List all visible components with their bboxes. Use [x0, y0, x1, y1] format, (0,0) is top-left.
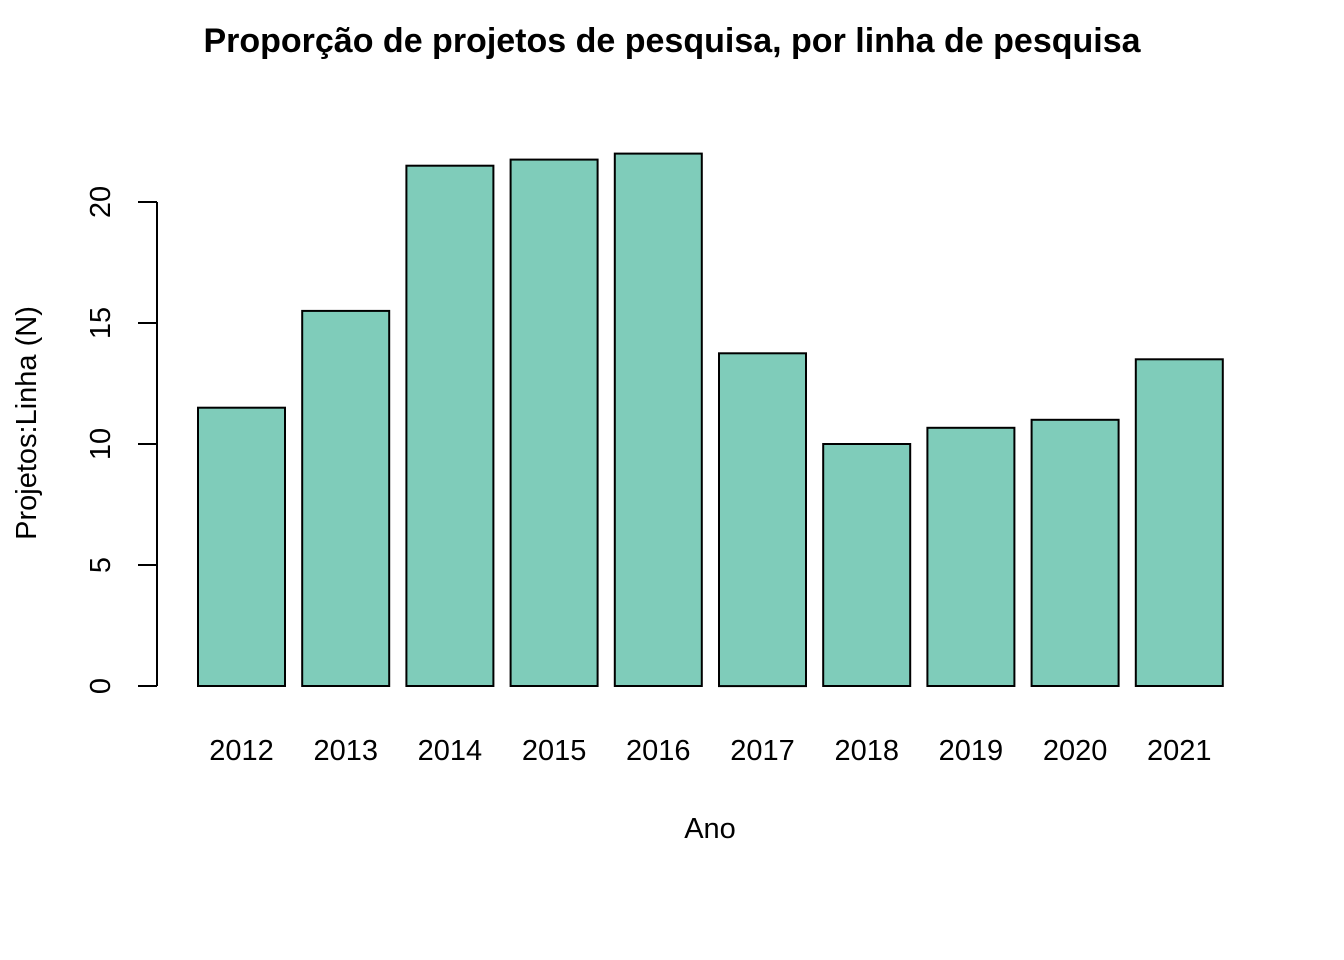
y-axis: 0 5 10 15 20: [85, 186, 158, 694]
x-tick-label-2017: 2017: [730, 735, 795, 767]
x-tick-label-2015: 2015: [522, 735, 587, 767]
x-tick-labels: 2012 2013 2014 2015 2016 2017 2018 2019 2020 2021: [209, 735, 1211, 767]
bar-2019: [926, 426, 1016, 687]
x-axis-label: Ano: [684, 813, 736, 845]
x-tick-label-2018: 2018: [834, 735, 899, 767]
y-axis-label: Projetos:Linha (N): [11, 306, 43, 540]
x-tick-label-2013: 2013: [313, 735, 378, 767]
y-tick-label-20: 20: [85, 186, 117, 218]
bar-2013: [301, 309, 391, 687]
bar-2020: [1030, 418, 1120, 687]
bar-2015: [509, 158, 599, 688]
bar-2014: [405, 164, 495, 687]
bar-2012: [197, 406, 286, 687]
y-tick-label-15: 15: [85, 307, 117, 339]
x-tick-label-2014: 2014: [418, 735, 483, 767]
y-tick-label-10: 10: [85, 428, 117, 460]
bar-2021: [1134, 358, 1224, 687]
y-tick-label-0: 0: [85, 678, 117, 694]
bar-2018: [822, 443, 912, 687]
x-tick-label-2016: 2016: [626, 735, 691, 767]
bar-2016: [613, 152, 703, 688]
bars-group: [197, 152, 1224, 688]
x-tick-label-2020: 2020: [1043, 735, 1108, 767]
x-tick-label-2012: 2012: [209, 735, 274, 767]
chart-title: Proporção de projetos de pesquisa, por l…: [203, 22, 1141, 60]
bar-2017: [718, 352, 807, 688]
y-tick-label-5: 5: [85, 557, 117, 573]
x-tick-label-2021: 2021: [1147, 735, 1212, 767]
x-tick-label-2019: 2019: [939, 735, 1004, 767]
